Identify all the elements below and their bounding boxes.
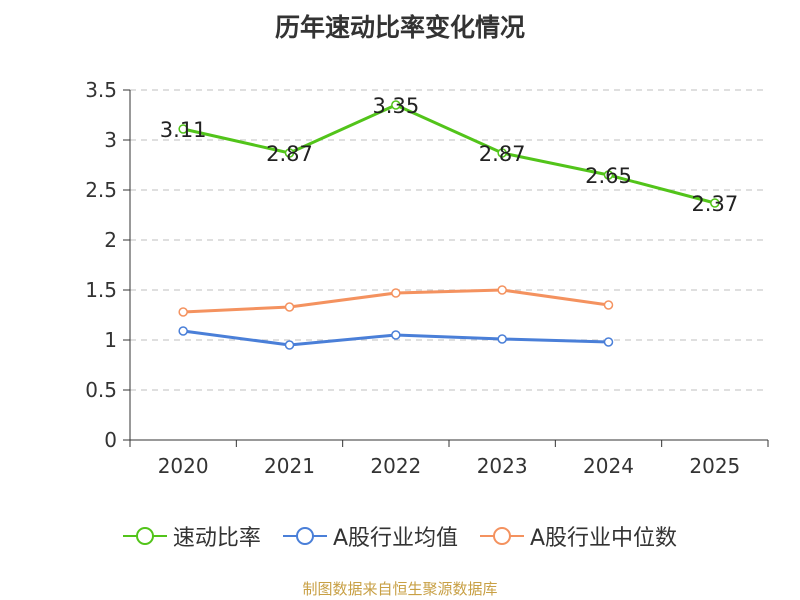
y-tick-label: 3.5	[85, 78, 117, 102]
data-point	[178, 124, 188, 134]
x-tick-label: 2020	[158, 454, 209, 478]
data-point	[497, 148, 507, 158]
legend-item-industry-median[interactable]: A股行业中位数	[480, 520, 677, 552]
data-label: 2.65	[585, 164, 632, 188]
y-tick-label: 3	[104, 128, 117, 152]
y-axis-ticks: 0 0.5 1 1.5 2 2.5 3 3.5	[85, 78, 130, 452]
data-point	[178, 307, 188, 317]
series-layer	[178, 100, 720, 350]
data-point	[603, 300, 614, 310]
data-point	[284, 340, 295, 350]
data-point	[603, 337, 614, 347]
y-tick-label: 0.5	[85, 378, 117, 402]
legend-item-quick-ratio[interactable]: 速动比率	[122, 520, 261, 552]
x-tick-label: 2024	[583, 454, 634, 478]
x-tick-label: 2022	[370, 454, 421, 478]
grid-lines	[130, 89, 768, 391]
y-tick-label: 1.5	[85, 278, 117, 302]
data-point	[603, 170, 614, 180]
data-point	[391, 330, 401, 340]
data-label: 3.35	[372, 94, 419, 118]
data-point	[710, 198, 720, 208]
series-line	[182, 103, 716, 205]
x-tick-label: 2021	[264, 454, 315, 478]
y-tick-label: 2	[104, 228, 117, 252]
data-label: 2.37	[691, 192, 738, 216]
data-point	[391, 100, 401, 110]
legend-label: A股行业中位数	[530, 526, 678, 551]
y-tick-label: 2.5	[85, 178, 117, 202]
legend-label: A股行业均值	[332, 526, 458, 551]
data-point	[497, 285, 507, 295]
data-labels: 3.11 2.87 3.35 2.87 2.65 2.37	[160, 94, 738, 216]
data-label: 2.87	[479, 142, 526, 166]
y-tick-label: 1	[104, 328, 117, 352]
legend-marker-green-icon	[122, 527, 167, 545]
data-point	[284, 302, 295, 312]
axes	[129, 90, 768, 441]
legend: 速动比率 A股行业均值 A股行业中位数	[0, 520, 800, 552]
data-label: 3.11	[160, 118, 207, 142]
x-axis-ticks: 2020 2021 2022 2023 2024 2025	[129, 440, 769, 478]
chart-title: 历年速动比率变化情况	[274, 13, 525, 42]
legend-marker-blue-icon	[282, 527, 327, 545]
data-point	[284, 148, 295, 158]
legend-marker-orange-icon	[480, 527, 524, 545]
data-point	[391, 288, 401, 298]
x-tick-label: 2023	[477, 454, 528, 478]
data-point	[497, 334, 507, 344]
y-tick-label: 0	[104, 428, 117, 452]
source-note: 制图数据来自恒生聚源数据库	[302, 580, 498, 598]
x-tick-label: 2025	[689, 454, 740, 478]
legend-item-industry-mean[interactable]: A股行业均值	[282, 520, 458, 552]
data-label: 2.87	[266, 142, 313, 166]
data-point	[178, 326, 188, 336]
legend-label: 速动比率	[172, 526, 261, 551]
